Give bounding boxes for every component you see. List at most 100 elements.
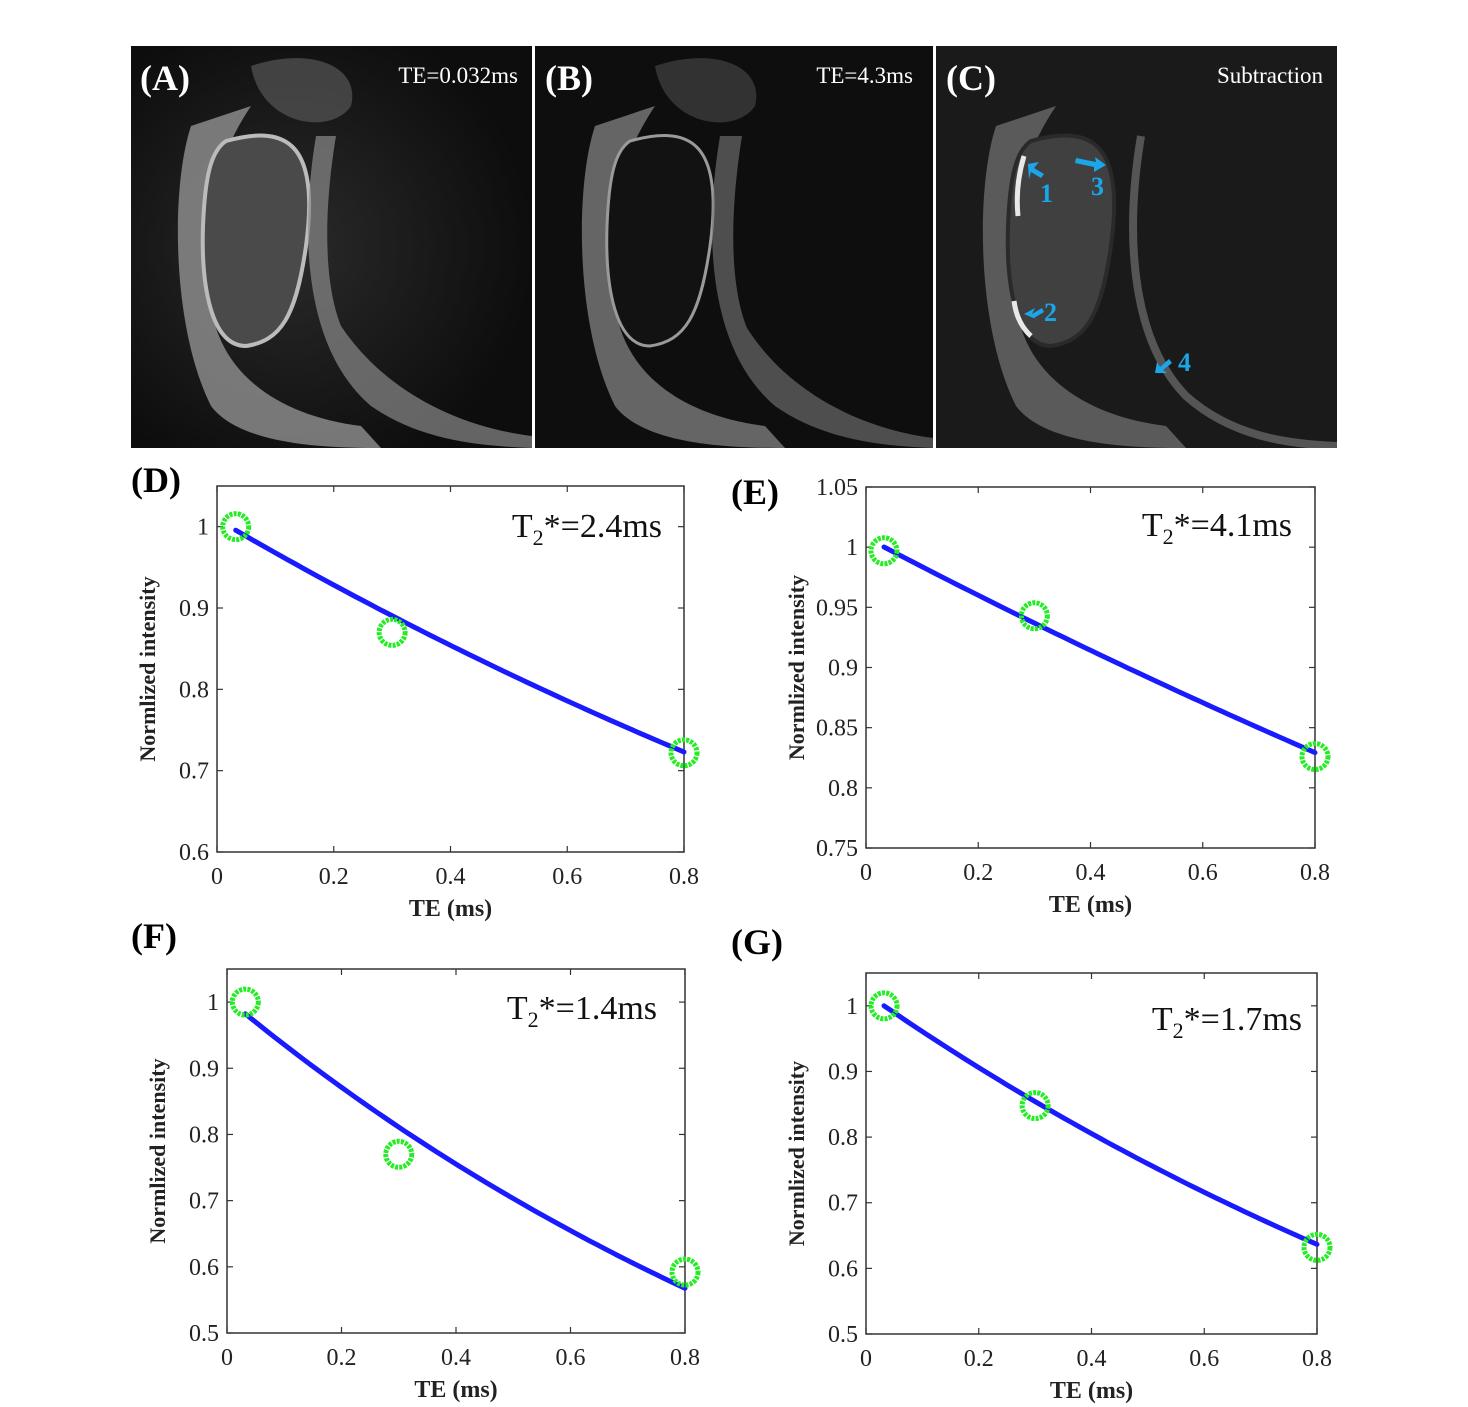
fit-curve-g xyxy=(881,1003,1320,1247)
arrow-label-1: 1 xyxy=(1040,179,1053,208)
arrow-4-icon xyxy=(1155,359,1172,373)
y-tick-label-f: 0.5 xyxy=(189,1321,219,1347)
data-point-g xyxy=(868,990,900,1022)
chart-e: 0 0.2 0.4 0.6 0.8 0.75 0.8 0.85 0.9 0.95 1 1.05 TE (… xyxy=(784,475,1331,918)
t2star-annotation-g: T2*=1.7ms xyxy=(1152,1001,1302,1043)
x-tick-label-d: 0 xyxy=(211,864,223,890)
data-point-e xyxy=(1299,741,1331,773)
data-point-e xyxy=(868,535,900,567)
x-tick-label-g: 0.6 xyxy=(1189,1346,1219,1372)
arrow-label-2: 2 xyxy=(1044,298,1057,327)
x-tick-label-f: 0.2 xyxy=(327,1345,357,1371)
data-point-d xyxy=(376,616,408,648)
arrow-3-icon xyxy=(1075,157,1106,172)
y-tick-label-g: 1 xyxy=(846,994,858,1020)
y-tick-label-f: 0.9 xyxy=(189,1056,219,1082)
y-tick-label-f: 1 xyxy=(207,990,219,1016)
mri-image-c-graphic xyxy=(936,46,1337,448)
x-axis-label-d: TE (ms) xyxy=(409,896,492,922)
fit-curve-e xyxy=(881,544,1318,756)
panel-letter-b: (B) xyxy=(545,58,593,98)
x-tick-label-e: 0.2 xyxy=(963,860,993,886)
y-tick-label-e: 0.8 xyxy=(828,776,858,802)
y-tick-label-e: 0.85 xyxy=(816,716,858,742)
chart-f: 0 0.2 0.4 0.6 0.8 0.5 0.6 0.7 0.8 0.9 1 TE (ms) Norm… xyxy=(145,968,701,1403)
x-tick-label-f: 0.8 xyxy=(670,1345,700,1371)
t2star-annotation-d: T2*=2.4ms xyxy=(512,508,662,550)
y-tick-label-e: 1.05 xyxy=(816,475,858,501)
x-tick-label-d: 0.6 xyxy=(552,864,582,890)
x-tick-label-g: 0 xyxy=(860,1346,872,1372)
y-axis-label-f: Normlized intensity xyxy=(145,1058,170,1243)
y-tick-label-f: 0.6 xyxy=(189,1255,219,1281)
data-point-e xyxy=(1018,600,1050,632)
arrow-1-icon xyxy=(1028,162,1044,179)
chart-g: 0 0.2 0.4 0.6 0.8 0.5 0.6 0.7 0.8 0.9 1 TE (ms) Norm… xyxy=(784,972,1333,1404)
y-tick-label-e: 0.75 xyxy=(816,836,858,862)
y-axis-label-e: Normlized intensity xyxy=(784,575,809,760)
mri-image-a-graphic xyxy=(131,46,532,448)
chart-d: 0 0.2 0.4 0.6 0.8 0.6 0.7 0.8 0.9 1 TE (ms) Normliz… xyxy=(135,485,700,922)
y-tick-label-f: 0.7 xyxy=(189,1189,219,1215)
data-point-d xyxy=(668,737,700,769)
y-tick-label-d: 0.9 xyxy=(179,596,209,622)
y-axis-label-g: Normlized intensity xyxy=(784,1061,809,1246)
x-axis-label-f: TE (ms) xyxy=(414,1377,497,1403)
arrow-2-icon xyxy=(1024,308,1044,320)
y-tick-label-d: 1 xyxy=(197,515,209,541)
t2star-annotation-f: T2*=1.4ms xyxy=(507,990,657,1032)
y-tick-label-d: 0.7 xyxy=(179,759,209,785)
x-tick-label-d: 0.4 xyxy=(436,864,466,890)
panel-letter-f: (F) xyxy=(131,916,177,956)
y-tick-label-d: 0.8 xyxy=(179,677,209,703)
arrow-label-3: 3 xyxy=(1091,172,1104,201)
mri-image-b-graphic xyxy=(535,46,933,448)
te-label-a: TE=0.032ms xyxy=(398,63,518,88)
mri-image-b: (B) TE=4.3ms xyxy=(535,46,933,448)
x-tick-label-d: 0.2 xyxy=(319,864,349,890)
x-tick-label-g: 0.2 xyxy=(964,1346,994,1372)
x-tick-label-e: 0.4 xyxy=(1076,860,1106,886)
x-tick-label-e: 0.6 xyxy=(1188,860,1218,886)
x-axis-label-g: TE (ms) xyxy=(1050,1378,1133,1404)
x-tick-label-e: 0 xyxy=(860,860,872,886)
te-label-b: TE=4.3ms xyxy=(816,63,913,88)
panel-letter-e: (E) xyxy=(731,472,779,512)
mri-image-a: (A) TE=0.032ms xyxy=(131,46,532,448)
x-tick-label-e: 0.8 xyxy=(1300,860,1330,886)
data-point-g xyxy=(1301,1231,1333,1263)
y-tick-label-g: 0.7 xyxy=(828,1191,858,1217)
x-tick-label-g: 0.4 xyxy=(1077,1346,1107,1372)
data-point-g xyxy=(1019,1090,1051,1122)
subtraction-label: Subtraction xyxy=(1216,63,1323,88)
y-tick-label-f: 0.8 xyxy=(189,1122,219,1148)
y-tick-label-g: 0.9 xyxy=(828,1059,858,1085)
data-point-f xyxy=(669,1256,701,1288)
arrow-layer xyxy=(1024,157,1172,373)
data-point-f xyxy=(383,1138,415,1170)
data-point-d xyxy=(220,511,252,543)
y-tick-label-e: 0.95 xyxy=(816,595,858,621)
x-tick-label-f: 0 xyxy=(221,1345,233,1371)
x-tick-label-d: 0.8 xyxy=(669,864,699,890)
arrow-label-4: 4 xyxy=(1178,348,1191,377)
x-axis-label-e: TE (ms) xyxy=(1049,892,1132,918)
x-tick-label-f: 0.4 xyxy=(441,1345,471,1371)
panel-letter-a: (A) xyxy=(140,58,190,98)
mri-image-c: (C) Subtraction 1 2 3 4 xyxy=(936,46,1337,448)
x-tick-label-f: 0.6 xyxy=(556,1345,586,1371)
t2star-annotation-e: T2*=4.1ms xyxy=(1142,507,1292,549)
y-tick-label-d: 0.6 xyxy=(179,840,209,866)
fit-curve-f xyxy=(242,1011,688,1291)
y-tick-label-g: 0.5 xyxy=(828,1322,858,1348)
panel-letter-g: (G) xyxy=(731,922,783,962)
y-axis-label-d: Normlized intensity xyxy=(135,576,160,761)
panel-letter-c: (C) xyxy=(946,58,996,98)
y-tick-label-g: 0.8 xyxy=(828,1125,858,1151)
y-tick-label-e: 0.9 xyxy=(828,656,858,682)
y-tick-label-g: 0.6 xyxy=(828,1256,858,1282)
panel-letter-d: (D) xyxy=(131,460,181,500)
data-point-f xyxy=(229,986,261,1018)
y-tick-label-e: 1 xyxy=(846,535,858,561)
